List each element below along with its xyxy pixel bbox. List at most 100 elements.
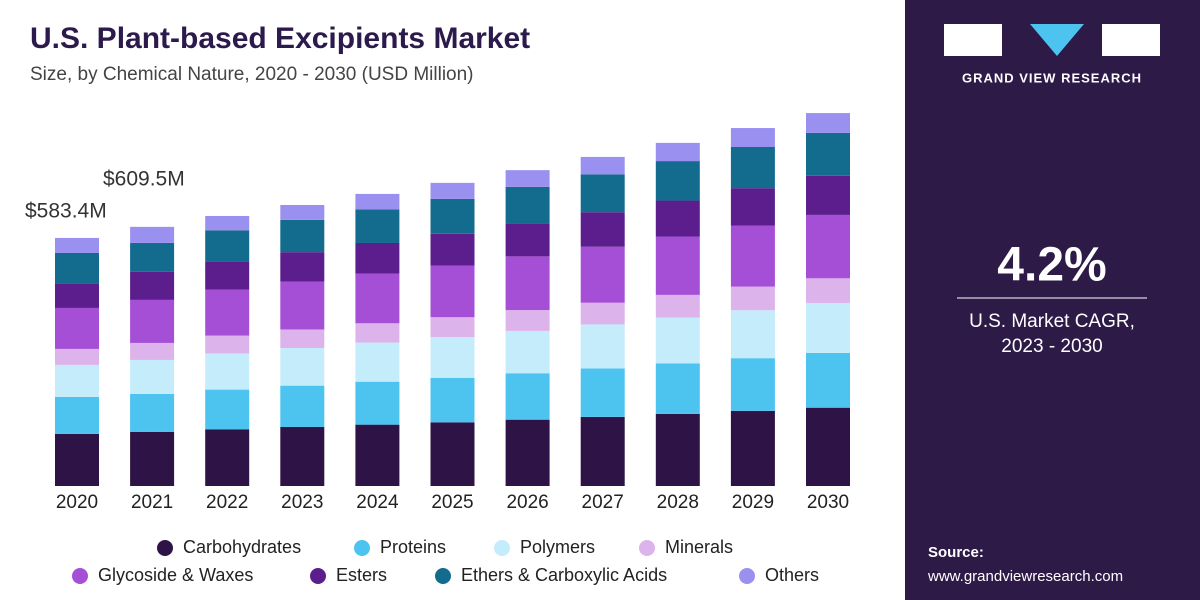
- bar-segment: [806, 214, 850, 279]
- logo-triangle: [1030, 24, 1084, 56]
- bar-segment: [655, 161, 700, 201]
- legend-label: Others: [765, 565, 819, 585]
- legend-swatch: [435, 568, 451, 584]
- bar-segment: [655, 236, 700, 295]
- bar-segment: [280, 281, 325, 330]
- bar-segment: [355, 273, 400, 324]
- bar-segment: [130, 431, 175, 486]
- bar-segment: [505, 310, 550, 331]
- bar-segment: [806, 278, 850, 303]
- bar-segment: [430, 422, 475, 486]
- source-label: Source:: [928, 544, 984, 561]
- x-tick-label: 2025: [431, 492, 473, 513]
- bar-segment: [580, 212, 625, 247]
- bar-segment: [505, 223, 550, 257]
- bar-segment: [280, 219, 325, 253]
- bar-segment: [55, 307, 99, 349]
- cagr-value: 4.2%: [997, 239, 1106, 292]
- bar-segment: [580, 174, 625, 213]
- brand: GRAND VIEW RESEARCH: [962, 70, 1142, 85]
- bar-segment: [655, 363, 700, 414]
- bar-segment: [280, 347, 325, 386]
- legend-swatch: [354, 540, 370, 556]
- bar-segment: [655, 294, 700, 318]
- x-tick-label: 2029: [732, 492, 774, 513]
- bar-segment: [730, 225, 775, 287]
- chart-subtitle: Size, by Chemical Nature, 2020 - 2030 (U…: [30, 64, 474, 85]
- x-tick-label: 2026: [506, 492, 548, 513]
- bar-segment: [505, 256, 550, 311]
- bar-segment: [205, 429, 250, 486]
- bar-segment: [580, 246, 625, 303]
- bar-segment: [655, 413, 700, 486]
- bar-segment: [655, 200, 700, 237]
- cagr-label: 2023 - 2030: [1001, 336, 1102, 357]
- bar-segment: [55, 237, 99, 253]
- bar-segment: [130, 342, 175, 360]
- legend-label: Carbohydrates: [183, 537, 301, 557]
- bar-segment: [730, 188, 775, 226]
- bar-segment: [55, 396, 99, 434]
- bar-segment: [505, 170, 550, 187]
- legend-label: Minerals: [665, 537, 733, 557]
- bar-segment: [655, 317, 700, 364]
- bar-segment: [806, 175, 850, 215]
- bar-segment: [806, 113, 850, 133]
- legend-label: Esters: [336, 565, 387, 585]
- bar-segment: [355, 193, 400, 210]
- bar-segment: [505, 373, 550, 420]
- bar-segment: [505, 330, 550, 374]
- bar-segment: [130, 393, 175, 432]
- bar-segment: [205, 230, 250, 262]
- legend-swatch: [639, 540, 655, 556]
- x-tick-label: 2023: [281, 492, 323, 513]
- bar-segment: [130, 359, 175, 394]
- bar-segment: [505, 419, 550, 486]
- legend-label: Ethers & Carboxylic Acids: [461, 565, 667, 585]
- legend-label: Proteins: [380, 537, 446, 557]
- bar-segment: [355, 242, 400, 274]
- bar-segment: [730, 147, 775, 189]
- bar-segment: [280, 426, 325, 486]
- bar-segment: [430, 182, 475, 199]
- chart-title: U.S. Plant-based Excipients Market: [30, 22, 530, 55]
- legend-label: Polymers: [520, 537, 595, 557]
- bar-segment: [55, 433, 99, 486]
- bar-segment: [205, 335, 250, 354]
- bar-segment: [280, 204, 325, 220]
- legend-swatch: [157, 540, 173, 556]
- bar-segment: [730, 410, 775, 486]
- logo: [944, 24, 1160, 56]
- bar-segment: [205, 289, 250, 336]
- logo-block: [1102, 24, 1160, 56]
- bar-segment: [355, 424, 400, 486]
- bar-segment: [280, 329, 325, 348]
- bar-segment: [205, 353, 250, 390]
- bar-segment: [280, 252, 325, 282]
- bar-segment: [655, 142, 700, 162]
- legend-swatch: [739, 568, 755, 584]
- bar-segment: [55, 364, 99, 397]
- x-tick-label: 2028: [657, 492, 699, 513]
- bar-segment: [130, 226, 175, 243]
- x-tick-label: 2024: [356, 492, 399, 513]
- bar-segment: [580, 416, 625, 486]
- bar-segment: [580, 302, 625, 325]
- bar-segment: [730, 128, 775, 148]
- bar-segment: [430, 337, 475, 378]
- source-url: www.grandviewresearch.com: [927, 568, 1123, 585]
- bar-segment: [580, 324, 625, 369]
- bar-segment: [806, 132, 850, 176]
- side-panel: [905, 0, 1200, 600]
- bar-segment: [580, 368, 625, 417]
- bar-segment: [355, 323, 400, 343]
- legend-swatch: [72, 568, 88, 584]
- bar-segment: [730, 358, 775, 411]
- cagr-label: U.S. Market CAGR,: [969, 311, 1135, 332]
- annotation: $583.4M: [25, 200, 107, 223]
- bar-segment: [806, 352, 850, 408]
- bar-segment: [280, 385, 325, 427]
- annotation: $609.5M: [103, 168, 185, 191]
